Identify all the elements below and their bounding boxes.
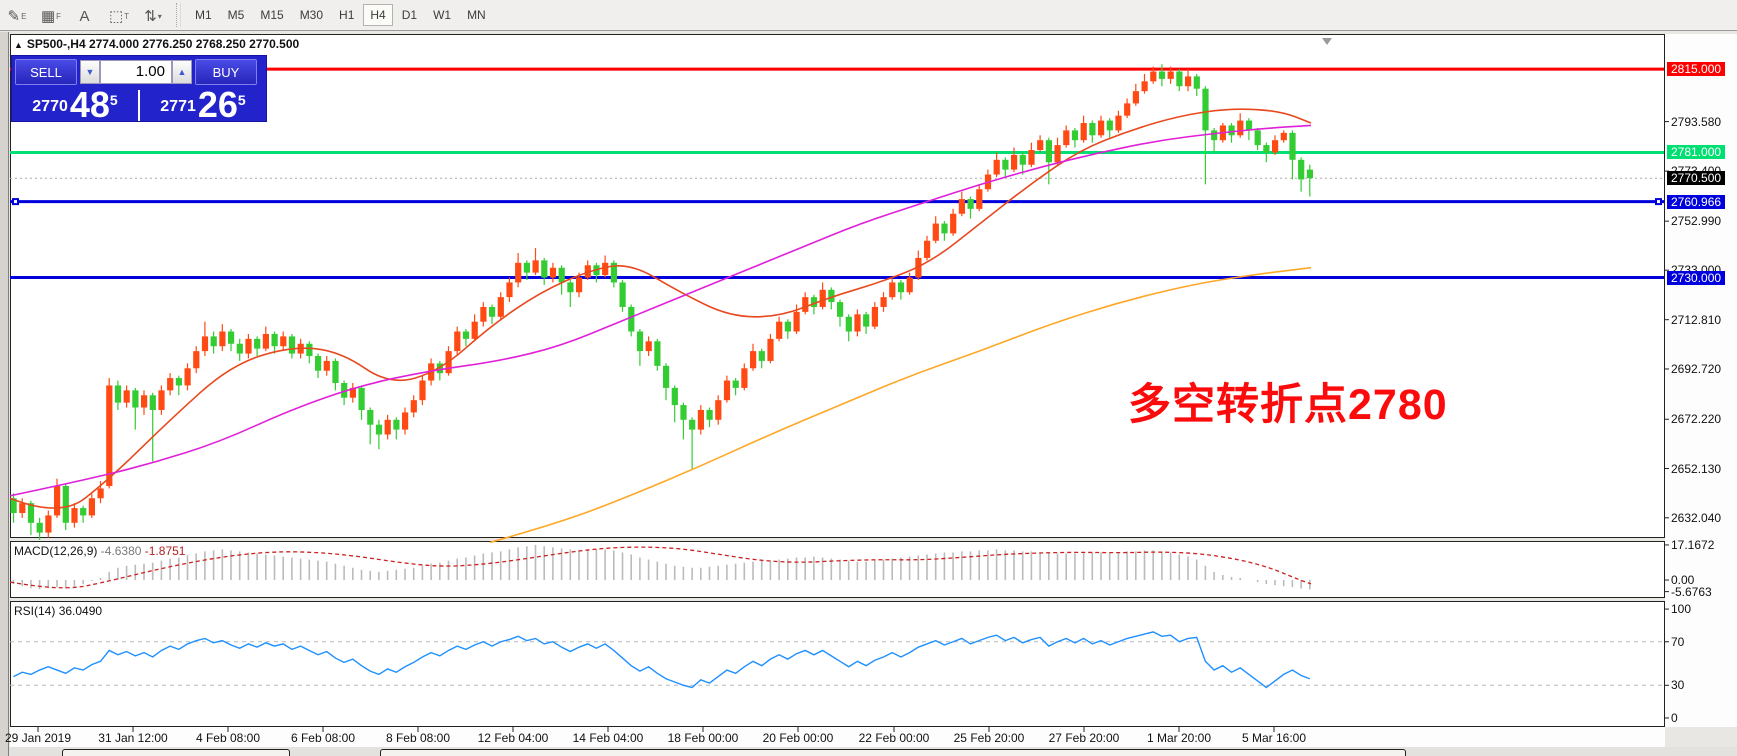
timeframe-button-M1[interactable]: M1	[195, 8, 212, 22]
chart-title: ▲ SP500-,H4 2774.000 2776.250 2768.250 27…	[14, 37, 299, 51]
date-tick-20-Feb-00-00: 20 Feb 00:00	[762, 731, 834, 745]
rsi-tick-30: 30	[1671, 678, 1685, 693]
date-tick-8-Feb-08-00: 8 Feb 08:00	[385, 731, 451, 745]
buy-price-sup: 5	[237, 92, 246, 108]
text-box-icon[interactable]: ⬚ T	[108, 8, 130, 25]
macd-tick-17.1672: 17.1672	[1671, 537, 1715, 552]
price-axis[interactable]	[1665, 34, 1737, 727]
toolbar: ✎ E ▦ F A ⬚ T ⇅ ▾ M1 M5 M15 M30 H1 H4 D1 W1 MN	[0, 0, 1737, 31]
chart-title-text: SP500-,H4 2774.000 2776.250 2768.250 277…	[26, 37, 300, 51]
volume-decrease-button[interactable]: ▼	[80, 60, 100, 84]
current-price-badge: 2770.500	[1667, 171, 1726, 186]
timeframe-button-H1[interactable]: H1	[339, 8, 355, 22]
date-tick-18-Feb-00-00: 18 Feb 00:00	[667, 731, 739, 745]
date-tick-27-Feb-20-00: 27 Feb 20:00	[1048, 731, 1120, 745]
sell-price[interactable]: 2770 48 5	[12, 84, 138, 125]
macd-main-value: -4.6380	[100, 544, 142, 558]
date-tick-31-Jan-12-00: 31 Jan 12:00	[98, 731, 168, 745]
price-tick-2793.580: 2793.580	[1671, 114, 1722, 129]
macd-tick-0.00: 0.00	[1671, 573, 1695, 588]
macd-tick--5.6763: -5.6763	[1671, 584, 1712, 599]
one-click-trading-panel: SELL ▼ 1.00 ▲ BUY 2770 48 5 2771 26 5	[11, 55, 267, 125]
buy-price-small: 2771	[160, 98, 196, 115]
date-axis[interactable]	[10, 727, 1665, 747]
price-badge-2781.000: 2781.000	[1667, 145, 1726, 160]
date-tick-6-Feb-08-00: 6 Feb 08:00	[290, 731, 356, 745]
sell-price-small: 2770	[32, 98, 68, 115]
price-badge-2730.000: 2730.000	[1667, 270, 1726, 285]
rsi-tick-100: 100	[1671, 602, 1692, 617]
toolbar-separator	[176, 3, 181, 27]
rsi-value: 36.0490	[58, 604, 103, 618]
macd-label: MACD(12,26,9) -4.6380 -1.8751	[14, 544, 185, 558]
buy-price[interactable]: 2771 26 5	[140, 84, 266, 125]
chart-text-annotation[interactable]: 多空转折点2780	[1128, 381, 1448, 429]
rsi-label: RSI(14) 36.0490	[14, 604, 102, 618]
volume-input[interactable]: 1.00	[100, 60, 172, 84]
rsi-tick-70: 70	[1671, 634, 1685, 649]
text-label-icon[interactable]: A	[79, 8, 90, 25]
sell-price-sup: 5	[109, 92, 118, 108]
timeframe-button-M5[interactable]: M5	[227, 8, 245, 22]
sort-arrows-icon[interactable]: ⇅ ▾	[144, 8, 162, 25]
price-tick-2672.220: 2672.220	[1671, 412, 1722, 427]
chart-tab-2[interactable]	[380, 749, 1406, 756]
volume-increase-button[interactable]: ▲	[172, 60, 192, 84]
macd-panel[interactable]	[10, 541, 1665, 598]
timeframe-button-W1[interactable]: W1	[433, 8, 452, 22]
collapse-arrow-icon[interactable]: ▲	[14, 40, 23, 50]
indicator-edit-icon[interactable]: ✎ E	[7, 8, 27, 25]
price-tick-2632.040: 2632.040	[1671, 510, 1722, 525]
grid-filter-icon[interactable]: ▦ F	[40, 8, 62, 25]
rsi-panel[interactable]	[10, 601, 1665, 727]
sell-price-big: 48	[69, 84, 110, 125]
timeframe-button-H4[interactable]: H4	[363, 4, 393, 26]
timeframe-button-D1[interactable]: D1	[401, 8, 418, 22]
price-tick-2752.990: 2752.990	[1671, 214, 1722, 229]
buy-button[interactable]: BUY	[195, 59, 257, 85]
macd-name: MACD(12,26,9)	[14, 544, 98, 558]
price-badge-2815.000: 2815.000	[1667, 62, 1726, 77]
rsi-tick-0: 0	[1671, 710, 1678, 725]
timeframe-button-M15[interactable]: M15	[260, 8, 284, 22]
timeframe-button-group: M1 M5 M15 M30 H1 H4 D1 W1 MN	[187, 4, 494, 26]
price-tick-2712.810: 2712.810	[1671, 312, 1722, 327]
buy-price-big: 26	[197, 84, 238, 125]
rsi-name: RSI(14)	[14, 604, 56, 618]
date-tick-25-Feb-20-00: 25 Feb 20:00	[953, 731, 1025, 745]
date-tick-22-Feb-00-00: 22 Feb 00:00	[858, 731, 930, 745]
price-tick-2652.130: 2652.130	[1671, 461, 1722, 476]
toolbar-icon-group: ✎ E ▦ F A ⬚ T ⇅ ▾	[0, 3, 170, 27]
price-tick-2692.720: 2692.720	[1671, 361, 1722, 376]
date-tick-14-Feb-04-00: 14 Feb 04:00	[572, 731, 644, 745]
window-left-edge	[0, 32, 9, 756]
macd-signal-value: -1.8751	[144, 544, 186, 558]
chart-tab-1[interactable]	[62, 749, 290, 756]
date-tick-12-Feb-04-00: 12 Feb 04:00	[477, 731, 549, 745]
chart-tabs-bar	[9, 747, 1737, 756]
date-tick-29-Jan-2019: 29 Jan 2019	[4, 731, 72, 745]
timeframe-button-MN[interactable]: MN	[467, 8, 486, 22]
timeframe-button-M30[interactable]: M30	[299, 8, 324, 22]
price-divider	[138, 90, 140, 121]
sell-button[interactable]: SELL	[15, 59, 77, 85]
date-tick-5-Mar-16-00: 5 Mar 16:00	[1241, 731, 1307, 745]
chart-shift-marker-icon[interactable]	[1322, 38, 1332, 45]
date-tick-1-Mar-20-00: 1 Mar 20:00	[1146, 731, 1212, 745]
price-badge-2760.966: 2760.966	[1667, 194, 1726, 209]
date-tick-4-Feb-08-00: 4 Feb 08:00	[195, 731, 261, 745]
